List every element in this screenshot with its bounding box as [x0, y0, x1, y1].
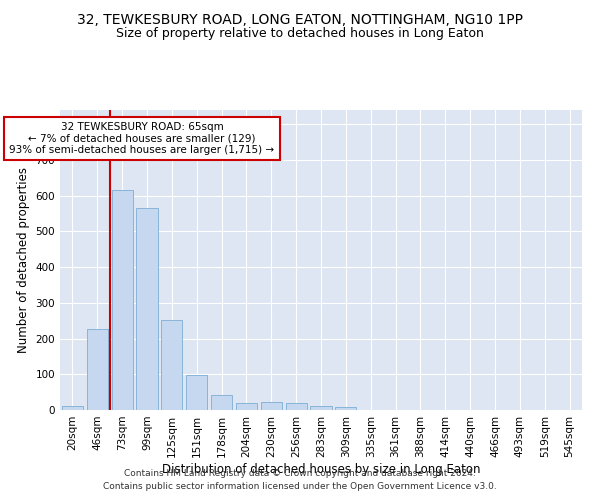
Bar — [286, 403, 307, 410]
Bar — [186, 376, 207, 410]
Bar — [211, 394, 232, 410]
Text: Size of property relative to detached houses in Long Eaton: Size of property relative to detached ho… — [116, 28, 484, 40]
Y-axis label: Number of detached properties: Number of detached properties — [17, 167, 30, 353]
Bar — [261, 402, 282, 410]
Bar — [62, 406, 83, 410]
Bar — [335, 407, 356, 410]
Bar — [136, 208, 158, 410]
X-axis label: Distribution of detached houses by size in Long Eaton: Distribution of detached houses by size … — [162, 462, 480, 475]
Text: Contains public sector information licensed under the Open Government Licence v3: Contains public sector information licen… — [103, 482, 497, 491]
Text: 32 TEWKESBURY ROAD: 65sqm
← 7% of detached houses are smaller (129)
93% of semi-: 32 TEWKESBURY ROAD: 65sqm ← 7% of detach… — [10, 122, 275, 155]
Bar — [87, 328, 108, 410]
Text: 32, TEWKESBURY ROAD, LONG EATON, NOTTINGHAM, NG10 1PP: 32, TEWKESBURY ROAD, LONG EATON, NOTTING… — [77, 12, 523, 26]
Bar — [236, 403, 257, 410]
Bar — [310, 406, 332, 410]
Text: Contains HM Land Registry data © Crown copyright and database right 2024.: Contains HM Land Registry data © Crown c… — [124, 468, 476, 477]
Bar — [161, 320, 182, 410]
Bar — [112, 190, 133, 410]
